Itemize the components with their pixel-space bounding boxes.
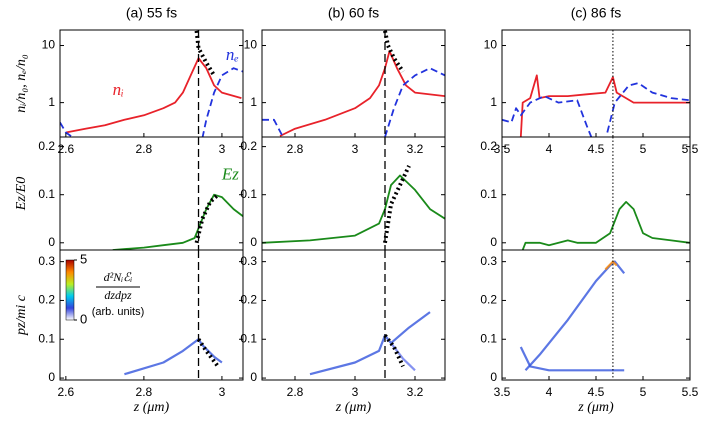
x-tick-label: 4 xyxy=(546,142,553,156)
panel-frame xyxy=(501,249,691,381)
y-tick-label: 0.3 xyxy=(480,254,497,268)
data-line xyxy=(124,338,223,376)
data-line xyxy=(262,174,445,244)
data-line xyxy=(112,193,243,250)
plot-area xyxy=(519,260,626,372)
x-tick-label: 3 xyxy=(352,142,359,156)
x-tick-label: 2.8 xyxy=(287,385,304,399)
x-tick-label: 3 xyxy=(352,385,359,399)
colorbar-tick-label: 5 xyxy=(80,251,87,266)
y-tick-label: 0.1 xyxy=(240,331,257,345)
data-line xyxy=(519,346,625,372)
y-tick-label: 0.2 xyxy=(38,139,55,153)
y-tick-label: 0.2 xyxy=(38,293,55,307)
y-tick-label: 0 xyxy=(48,235,55,249)
y-tick-label: 0.1 xyxy=(480,331,497,345)
x-tick-label: 3.2 xyxy=(407,142,424,156)
y-tick-label: 0.2 xyxy=(480,139,497,153)
x-tick-label: 4.5 xyxy=(588,385,605,399)
colorbar-units: (arb. units) xyxy=(92,306,145,318)
panel-title: (c) 86 fs xyxy=(571,5,622,21)
y-tick-label: 0.3 xyxy=(38,254,55,268)
y-tick-label: 0 xyxy=(250,370,257,384)
y-axis-label: Ez/E0 xyxy=(14,177,29,211)
data-line xyxy=(519,74,690,137)
y-tick-label: 10 xyxy=(42,38,56,52)
x-tick-label: 2.8 xyxy=(136,142,153,156)
data-line xyxy=(502,82,690,137)
panel-title: (b) 60 fs xyxy=(328,5,379,21)
colorbar-title-numerator: d²Nᵢℰᵢ xyxy=(104,270,133,284)
colorbar-tick-label: 0 xyxy=(80,311,87,326)
plot-area xyxy=(124,338,223,376)
x-tick-label: 3.2 xyxy=(407,385,424,399)
data-line xyxy=(279,50,445,137)
data-line xyxy=(65,57,242,134)
y-tick-label: 1 xyxy=(250,95,257,109)
plot-area xyxy=(521,201,690,250)
y-tick-label: 0.1 xyxy=(480,187,497,201)
y-axis-label: pz/mi c xyxy=(14,294,29,336)
x-tick-label: 4 xyxy=(546,385,553,399)
y-tick-label: 1 xyxy=(490,95,497,109)
y-tick-label: 10 xyxy=(484,38,498,52)
data-line xyxy=(196,338,220,368)
x-axis-label: z (μm) xyxy=(133,400,170,415)
x-axis-label: z (μm) xyxy=(335,400,372,415)
data-line xyxy=(194,30,216,77)
panel-frame xyxy=(59,249,244,381)
x-tick-label: 3 xyxy=(219,385,226,399)
y-tick-label: 0 xyxy=(48,370,55,384)
data-line xyxy=(194,193,220,244)
x-tick-label: 2.8 xyxy=(287,142,304,156)
panel-frame xyxy=(261,29,446,138)
x-tick-label: 5.5 xyxy=(682,385,699,399)
panel-title: (a) 55 fs xyxy=(126,5,177,21)
x-tick-label: 3 xyxy=(219,142,226,156)
plot-area xyxy=(502,74,690,137)
data-line xyxy=(521,201,690,250)
y-tick-label: 0.2 xyxy=(240,293,257,307)
panel-frame xyxy=(59,29,244,138)
plot-area xyxy=(60,30,243,137)
y-tick-label: 0.3 xyxy=(240,254,257,268)
data-line xyxy=(524,260,626,372)
plot-area xyxy=(309,311,431,376)
curve-label: Ez xyxy=(221,164,239,183)
panel-frame xyxy=(261,249,446,381)
y-tick-label: 0 xyxy=(490,370,497,384)
x-axis-label: z (μm) xyxy=(577,400,614,415)
x-tick-label: 3.5 xyxy=(494,385,511,399)
y-tick-label: 0.1 xyxy=(38,187,55,201)
y-tick-label: 0 xyxy=(490,235,497,249)
x-tick-label: 4.5 xyxy=(588,142,605,156)
x-tick-label: 5 xyxy=(640,385,647,399)
curve-label: nₑ xyxy=(226,45,239,64)
plot-area xyxy=(112,193,243,250)
plot-area xyxy=(262,165,445,244)
y-tick-label: 10 xyxy=(244,38,258,52)
y-tick-label: 0 xyxy=(250,235,257,249)
y-tick-label: 1 xyxy=(48,95,55,109)
x-tick-label: 5 xyxy=(640,142,647,156)
data-line xyxy=(262,67,445,137)
curve-label: nᵢ xyxy=(113,80,124,99)
panel-frame xyxy=(501,29,691,138)
data-line xyxy=(309,311,431,376)
y-tick-label: 0.2 xyxy=(240,139,257,153)
data-line xyxy=(383,30,405,73)
y-tick-label: 0.1 xyxy=(240,187,257,201)
y-tick-label: 0.1 xyxy=(38,331,55,345)
colorbar-title-denominator: dzdpz xyxy=(104,288,132,302)
x-tick-label: 2.6 xyxy=(58,385,75,399)
y-tick-label: 0.2 xyxy=(480,293,497,307)
data-line xyxy=(60,67,243,137)
x-tick-label: 2.6 xyxy=(58,142,75,156)
data-line xyxy=(383,165,411,244)
plot-area xyxy=(262,30,445,137)
x-tick-label: 2.8 xyxy=(136,385,153,399)
y-axis-label: nᵢ/n₀, nₑ/n₀ xyxy=(14,54,29,113)
colorbar xyxy=(65,259,75,321)
